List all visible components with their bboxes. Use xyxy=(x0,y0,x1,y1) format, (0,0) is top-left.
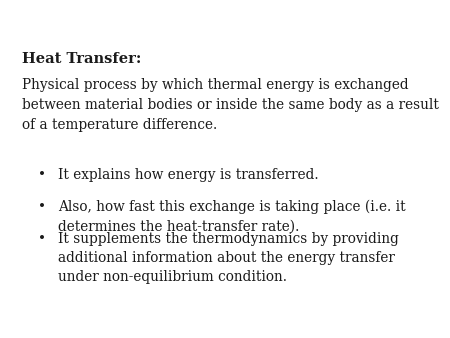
Text: •: • xyxy=(38,232,46,246)
Text: It supplements the thermodynamics by providing
additional information about the : It supplements the thermodynamics by pro… xyxy=(58,232,399,284)
Text: •: • xyxy=(38,200,46,214)
Text: •: • xyxy=(38,168,46,182)
Text: Physical process by which thermal energy is exchanged
between material bodies or: Physical process by which thermal energy… xyxy=(22,78,439,132)
Text: It explains how energy is transferred.: It explains how energy is transferred. xyxy=(58,168,319,182)
Text: Heat Transfer:: Heat Transfer: xyxy=(22,52,141,66)
Text: Also, how fast this exchange is taking place (i.e. it
determines the heat-transf: Also, how fast this exchange is taking p… xyxy=(58,200,405,233)
